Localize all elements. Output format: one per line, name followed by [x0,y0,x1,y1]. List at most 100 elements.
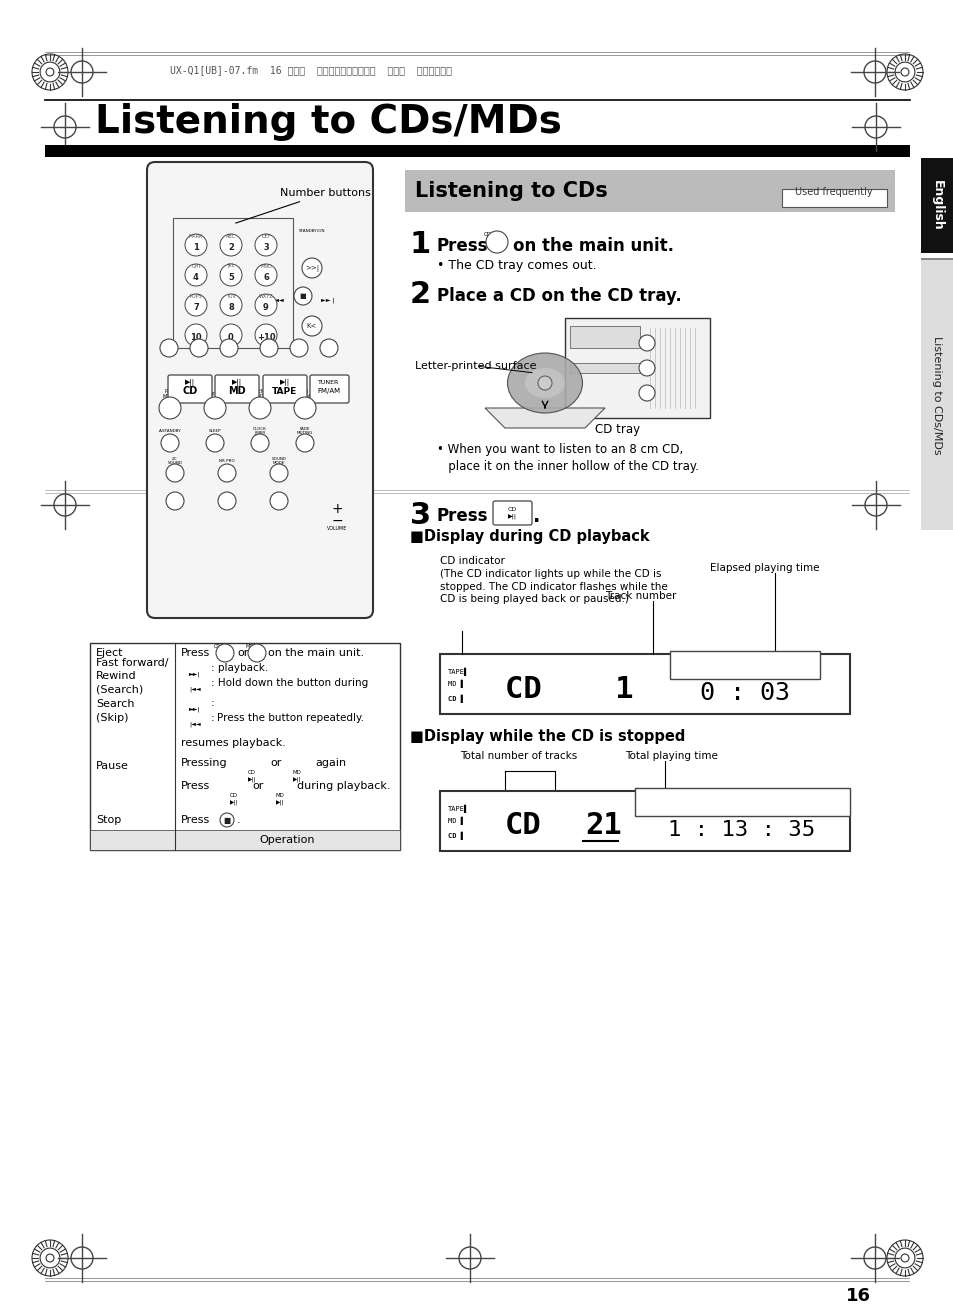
Circle shape [190,340,208,357]
Text: CLOCK
JIMER: CLOCK JIMER [253,426,267,436]
Circle shape [302,258,322,278]
Circle shape [290,340,308,357]
Text: MARK: MARK [189,233,203,238]
Bar [920,258,953,261]
Text: 8: 8 [228,304,233,312]
Text: 7: 7 [193,304,198,312]
Circle shape [295,434,314,451]
Circle shape [220,813,233,826]
Bar [920,158,953,253]
Circle shape [220,234,242,257]
Text: MD ▌: MD ▌ [448,817,464,825]
Text: :: : [211,697,214,708]
Text: 3: 3 [410,501,431,530]
Text: CD ▌: CD ▌ [448,832,464,840]
Bar [405,170,894,212]
Text: Number buttons: Number buttons [235,188,371,224]
FancyBboxPatch shape [263,375,307,403]
Text: FADE
MUTING: FADE MUTING [296,426,313,436]
Text: VOLUME: VOLUME [327,526,347,532]
Text: : playback.: : playback. [211,663,268,672]
Text: ZC
SOUND: ZC SOUND [168,457,182,465]
Text: again: again [314,758,346,769]
Circle shape [639,361,655,376]
Text: CD: CD [504,812,541,841]
Text: Press: Press [436,507,488,525]
Text: K<: K< [307,322,316,329]
Bar [174,644,399,850]
Text: ►► |: ►► | [321,297,335,303]
Text: 5: 5 [228,274,233,283]
Circle shape [639,386,655,401]
Text: Pause: Pause [96,761,129,771]
Text: 1 : 13 : 35: 1 : 13 : 35 [668,820,815,840]
Text: POPS: POPS [190,293,202,299]
Text: CD: CD [182,386,197,396]
FancyBboxPatch shape [214,375,258,403]
Circle shape [220,340,237,357]
Text: Total playing time: Total playing time [624,751,717,761]
Text: Stop: Stop [96,815,121,825]
Circle shape [218,492,235,511]
Ellipse shape [524,368,564,397]
FancyBboxPatch shape [235,754,268,770]
Text: or: or [252,780,263,791]
Bar [569,326,639,347]
Text: Press the button repeatedly.: Press the button repeatedly. [216,713,364,722]
Text: Press: Press [181,647,210,658]
Text: ■: ■ [223,816,231,825]
Text: Press: Press [436,237,488,255]
Circle shape [220,324,242,346]
Text: Elapsed playing time: Elapsed playing time [709,563,819,572]
FancyBboxPatch shape [280,754,314,770]
Circle shape [218,465,235,482]
Text: CD    1: CD 1 [504,675,633,704]
Circle shape [248,644,266,662]
Bar [45,145,909,157]
Text: Listening to CDs: Listening to CDs [415,182,607,201]
Text: SLEEP: SLEEP [209,429,221,433]
Text: Search
(Skip): Search (Skip) [96,699,134,722]
Polygon shape [484,408,604,428]
Text: Fast forward/
Rewind
(Search): Fast forward/ Rewind (Search) [96,658,169,695]
Text: CD ▌: CD ▌ [448,695,464,703]
Text: CDA: CDA [484,233,496,237]
Circle shape [485,232,507,253]
Circle shape [220,293,242,316]
Circle shape [319,340,337,357]
Text: TUV: TUV [226,293,235,299]
FancyBboxPatch shape [217,776,251,794]
Text: Press: Press [181,780,210,791]
Text: ▶||: ▶|| [279,379,290,386]
Text: ▶||: ▶|| [185,379,194,386]
Text: UX-Q1[UB]-07.fm  16 ページ  ２００４年８月１０日  火欍日  午後５時０分: UX-Q1[UB]-07.fm 16 ページ ２００４年８月１０日 火欍日 午後… [170,64,452,75]
Text: GHI: GHI [192,263,200,268]
Text: : Hold down the button during: : Hold down the button during [211,678,368,688]
Text: on the main unit.: on the main unit. [268,647,364,658]
Text: ►►|: ►►| [189,707,200,712]
FancyBboxPatch shape [314,293,340,307]
Text: 1: 1 [193,243,199,253]
Text: REVERSE
MODE: REVERSE MODE [249,388,271,399]
Text: +: + [331,501,342,516]
Text: • The CD tray comes out.: • The CD tray comes out. [436,259,596,272]
Circle shape [206,434,224,451]
Text: NR PRO: NR PRO [219,459,234,463]
FancyBboxPatch shape [325,484,349,528]
FancyBboxPatch shape [310,375,349,403]
Circle shape [185,265,207,286]
Circle shape [161,434,179,451]
Text: ABC: ABC [226,233,235,238]
Circle shape [302,316,322,336]
Text: 1: 1 [410,230,431,259]
Circle shape [294,287,312,305]
Text: Eject: Eject [96,647,123,658]
Text: or: or [270,758,281,769]
FancyBboxPatch shape [179,654,211,670]
Bar [920,253,953,258]
Text: ■Display while the CD is stopped: ■Display while the CD is stopped [410,729,684,744]
Ellipse shape [507,353,582,413]
Text: STANDBY/ON: STANDBY/ON [298,229,325,233]
Text: DEF: DEF [261,233,271,238]
FancyBboxPatch shape [263,776,296,794]
